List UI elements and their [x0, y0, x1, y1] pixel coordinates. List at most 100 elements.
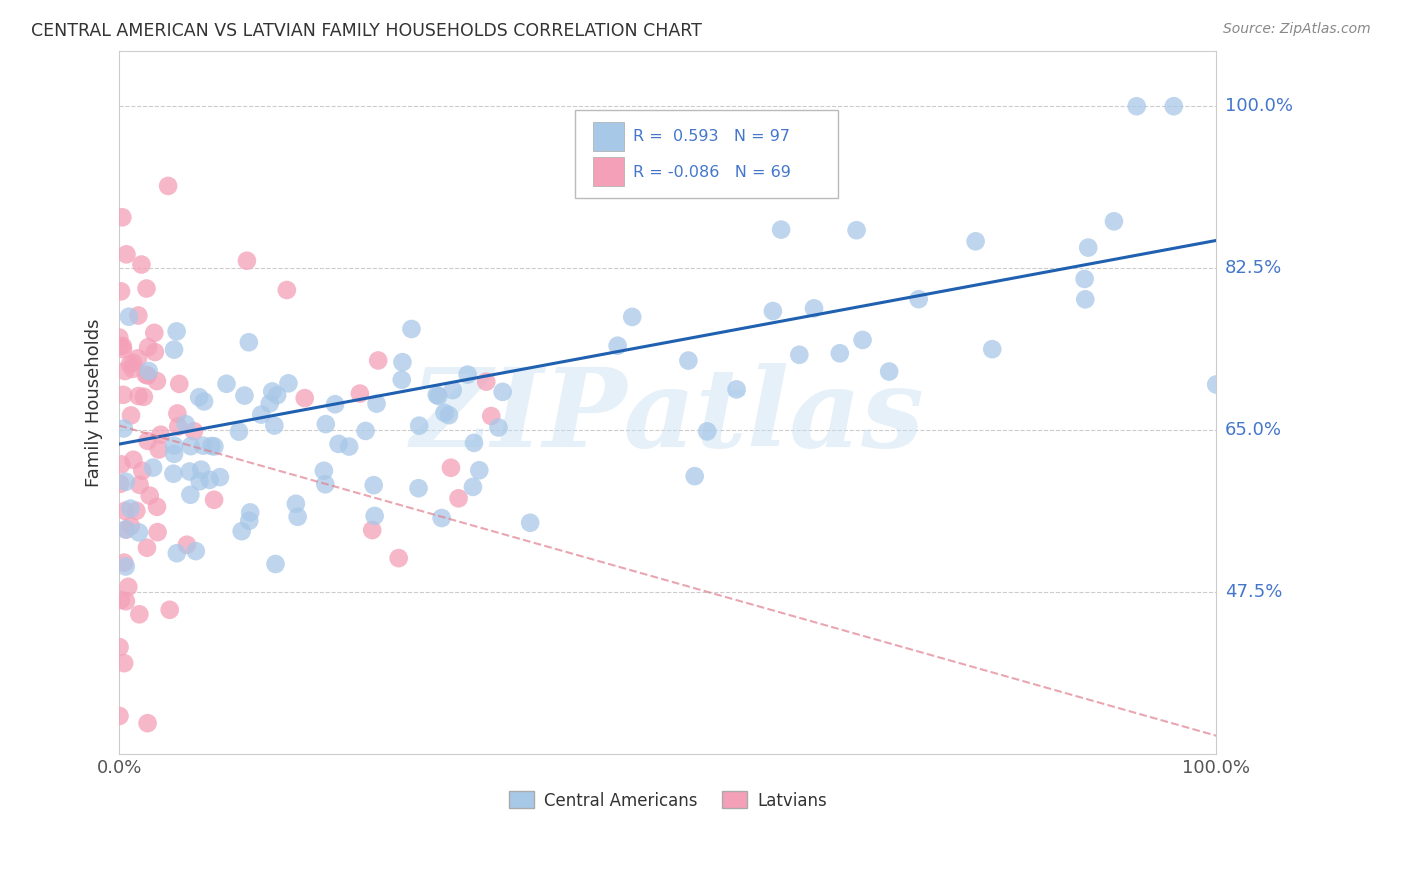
Point — [114, 522, 136, 536]
Point — [202, 439, 225, 453]
Text: 82.5%: 82.5% — [1225, 260, 1282, 277]
Point — [110, 476, 132, 491]
Point — [239, 505, 262, 519]
Point — [179, 488, 201, 502]
Point — [114, 364, 136, 378]
Point — [115, 475, 138, 489]
Text: Source: ZipAtlas.com: Source: ZipAtlas.com — [1223, 22, 1371, 37]
Point — [183, 424, 205, 438]
Point — [128, 478, 150, 492]
Point — [198, 473, 221, 487]
Point — [131, 464, 153, 478]
Point — [236, 253, 259, 268]
Point — [263, 418, 285, 433]
Point — [110, 285, 132, 299]
Point — [117, 580, 139, 594]
Point — [112, 388, 135, 402]
Point — [136, 434, 159, 448]
Text: ZIPatlas: ZIPatlas — [411, 363, 925, 470]
Point — [115, 247, 138, 261]
Point — [981, 342, 1004, 356]
Point — [193, 394, 215, 409]
Text: 47.5%: 47.5% — [1225, 583, 1282, 601]
Point — [762, 304, 785, 318]
Point — [163, 438, 186, 452]
Point — [180, 439, 202, 453]
Point — [363, 508, 385, 523]
Point — [167, 419, 190, 434]
Point — [287, 509, 309, 524]
Point — [294, 391, 316, 405]
Point — [828, 346, 851, 360]
Point — [388, 551, 411, 566]
Point — [266, 388, 288, 402]
Point — [166, 546, 188, 560]
Point — [143, 345, 166, 359]
Point — [110, 593, 132, 607]
Point — [125, 504, 148, 518]
Point — [907, 292, 929, 306]
Point — [143, 326, 166, 340]
Point — [277, 376, 299, 391]
Point — [148, 442, 170, 457]
Point — [142, 460, 165, 475]
Point — [120, 501, 142, 516]
Y-axis label: Family Households: Family Households — [86, 318, 103, 487]
Point — [190, 463, 212, 477]
Point — [315, 417, 337, 431]
Point — [1102, 214, 1125, 228]
Point — [463, 436, 485, 450]
Point — [163, 343, 186, 357]
Point — [725, 383, 748, 397]
Point — [136, 368, 159, 383]
Text: R =  0.593   N = 97: R = 0.593 N = 97 — [633, 129, 790, 144]
Point — [259, 396, 281, 410]
Point — [159, 603, 181, 617]
Point — [132, 390, 155, 404]
Point — [233, 388, 256, 402]
Point — [519, 516, 541, 530]
Text: 100.0%: 100.0% — [1225, 97, 1292, 115]
Point — [122, 356, 145, 370]
Point — [200, 439, 222, 453]
Point — [174, 417, 197, 431]
Point — [323, 397, 346, 411]
Point — [770, 222, 793, 236]
Point — [120, 409, 142, 423]
Point — [447, 491, 470, 506]
Point — [128, 525, 150, 540]
Point — [120, 519, 142, 533]
Point — [408, 418, 430, 433]
Point — [427, 389, 450, 403]
Point — [696, 425, 718, 439]
Point — [314, 477, 336, 491]
Point — [284, 497, 307, 511]
Point — [491, 384, 513, 399]
Point — [349, 386, 371, 401]
Point — [208, 470, 231, 484]
Point — [146, 500, 169, 514]
Point — [276, 283, 298, 297]
Point — [136, 541, 159, 555]
FancyBboxPatch shape — [575, 111, 838, 198]
Point — [136, 340, 159, 354]
Point — [678, 353, 700, 368]
Point — [262, 384, 284, 399]
Point — [112, 656, 135, 670]
Point — [408, 481, 430, 495]
Legend: Central Americans, Latvians: Central Americans, Latvians — [502, 785, 834, 816]
Point — [468, 463, 491, 477]
Point — [440, 460, 463, 475]
Point — [128, 389, 150, 403]
Point — [264, 557, 287, 571]
Point — [162, 467, 184, 481]
Point — [1077, 241, 1099, 255]
Point — [877, 365, 900, 379]
Point — [136, 716, 159, 731]
Point — [430, 511, 453, 525]
Point — [108, 331, 131, 345]
Point — [461, 480, 484, 494]
Point — [488, 420, 510, 434]
Point — [426, 388, 449, 402]
Point — [621, 310, 644, 324]
